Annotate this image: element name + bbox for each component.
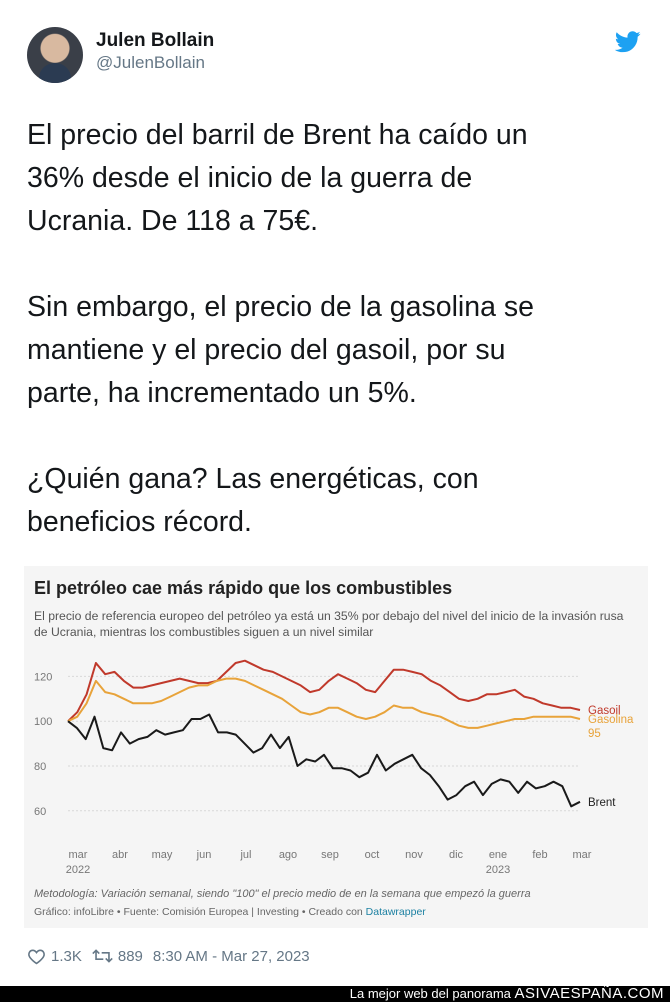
chart-title: El petróleo cae más rápido que los combu… — [34, 578, 453, 598]
chart-source-text: Gráfico: infoLibre • Fuente: Comisión Eu… — [34, 906, 366, 918]
retweet-count: 889 — [117, 947, 143, 965]
series-line-brent — [67, 713, 581, 808]
x-tick-label: abr — [112, 849, 128, 861]
x-tick-label: mar — [573, 849, 592, 861]
twitter-bird-icon[interactable] — [615, 31, 641, 53]
x-tick-label: may — [152, 849, 173, 861]
series-label: Gasolina 95 — [588, 714, 634, 740]
chart-image[interactable]: El petróleo cae más rápido que los combu… — [24, 566, 648, 928]
x-tick-label: ago — [279, 849, 297, 861]
x-tick-year: 2023 — [486, 864, 510, 876]
chart-methodology: Metodología: Variación semanal, siendo "… — [34, 888, 531, 900]
y-tick-label: 100 — [34, 716, 52, 728]
tweet-footer: 1.3K 889 8:30 AM - Mar 27, 2023 — [27, 945, 310, 967]
retweet-icon[interactable] — [92, 948, 113, 964]
tweet-text: El precio del barril de Brent ha caído u… — [27, 114, 647, 544]
banner-site[interactable]: ASIVAESPAÑA.COM — [514, 985, 664, 1002]
series-label: Brent — [588, 797, 616, 809]
site-banner: La mejor web del panorama ASIVAESPAÑA.CO… — [0, 986, 670, 1002]
chart-source: Gráfico: infoLibre • Fuente: Comisión Eu… — [34, 906, 426, 918]
x-tick-label: ene — [489, 849, 507, 861]
y-tick-label: 80 — [34, 761, 46, 773]
retweet-stat[interactable]: 889 — [92, 948, 143, 965]
x-tick-label: feb — [532, 849, 547, 861]
like-stat[interactable]: 1.3K — [27, 948, 82, 965]
line-chart: 120 100 80 60 mar 2022 abr may jun jul ago sep oct no… — [34, 659, 634, 876]
y-tick-label: 60 — [34, 806, 46, 818]
x-tick-label: nov — [405, 849, 423, 861]
series-label: Gasoil — [588, 705, 621, 717]
y-tick-label: 120 — [34, 671, 52, 683]
x-tick-label: jul — [239, 849, 251, 861]
x-tick-label: dic — [449, 849, 464, 861]
x-tick-label: sep — [321, 849, 339, 861]
avatar[interactable] — [27, 27, 83, 83]
x-tick-label: oct — [365, 849, 380, 861]
tweet-timestamp[interactable]: 8:30 AM - Mar 27, 2023 — [152, 947, 310, 965]
x-tick-year: 2022 — [66, 864, 90, 876]
x-tick-label: mar — [69, 849, 88, 861]
tweet-paragraph: Sin embargo, el precio de la gasolina se… — [27, 291, 534, 409]
banner-text: La mejor web del panorama — [349, 986, 515, 1001]
datawrapper-link[interactable]: Datawrapper — [365, 906, 426, 918]
chart-subtitle: El precio de referencia europeo del petr… — [34, 609, 624, 639]
heart-icon[interactable] — [27, 948, 46, 965]
series-line-gasolina-95 — [67, 677, 581, 729]
user-name[interactable]: Julen Bollain — [96, 30, 215, 51]
series-line-gasoil — [67, 659, 581, 722]
tweet-header: Julen Bollain @JulenBollain — [27, 27, 647, 85]
tweet-paragraph: El precio del barril de Brent ha caído u… — [27, 119, 528, 237]
tweet-paragraph: ¿Quién gana? Las energéticas, con benefi… — [27, 463, 479, 538]
user-handle[interactable]: @JulenBollain — [96, 53, 205, 72]
x-tick-label: jun — [196, 849, 212, 861]
like-count: 1.3K — [51, 947, 82, 965]
